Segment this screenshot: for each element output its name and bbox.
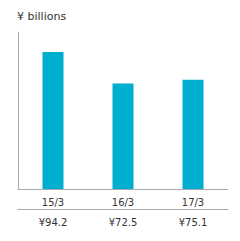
svg-text:¥94.2: ¥94.2 xyxy=(39,217,68,228)
svg-text:¥75.1: ¥75.1 xyxy=(179,217,208,228)
svg-text:¥72.5: ¥72.5 xyxy=(109,217,138,228)
svg-text:15/3: 15/3 xyxy=(42,197,64,208)
svg-text:16/3: 16/3 xyxy=(112,197,134,208)
svg-text:17/3: 17/3 xyxy=(182,197,204,208)
svg-text:¥ billions: ¥ billions xyxy=(17,10,66,23)
